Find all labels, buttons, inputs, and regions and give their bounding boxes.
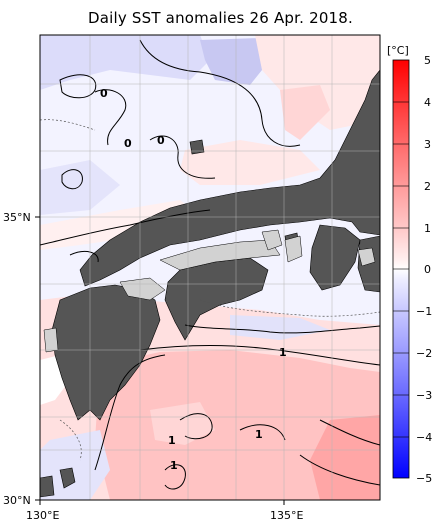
colorbar-tick: −1	[416, 305, 432, 318]
colorbar-unit: [°C]	[387, 44, 409, 57]
colorbar-tick: 5	[424, 54, 431, 67]
inland-sea-patches	[43, 229, 376, 353]
contour-label: 1	[168, 434, 176, 447]
contour-labels: 0 0 0 1 1 1 1	[100, 87, 287, 472]
y-tick-label-35: 35°N	[3, 211, 31, 224]
x-tick-label-130: 130°E	[26, 509, 59, 522]
map-title: Daily SST anomalies 26 Apr. 2018.	[87, 9, 354, 27]
colorbar-tick: 1	[424, 222, 431, 235]
contour-label: 0	[157, 134, 165, 147]
colorbar-tick: −5	[416, 472, 432, 485]
graticule	[40, 35, 380, 500]
colorbar-tick: −2	[416, 347, 432, 360]
contour-label: 1	[170, 459, 178, 472]
contour-label: 1	[279, 346, 287, 359]
map-frame	[39, 34, 381, 501]
colorbar-tick: 3	[424, 138, 431, 151]
contour-label: 1	[255, 428, 263, 441]
colorbar-tick: 4	[424, 96, 431, 109]
colorbar-tick: 2	[424, 180, 431, 193]
y-tick-label-30: 30°N	[3, 494, 31, 507]
colorbar: [°C] 5 4 3 2 1 0 −1 −2 −3 −4 −5	[387, 44, 432, 485]
contour-lines-dashed	[40, 119, 380, 461]
axis-labels: 130°E 135°E 35°N 30°N	[3, 211, 303, 522]
colorbar-tick: −3	[416, 389, 432, 402]
plot-area	[40, 35, 380, 500]
contour-lines	[40, 39, 380, 490]
contour-label: 0	[124, 137, 132, 150]
contour-label: 0	[100, 87, 108, 100]
x-tick-label-135: 135°E	[270, 509, 303, 522]
colorbar-tick: 0	[424, 263, 431, 276]
colorbar-tick: −4	[416, 431, 432, 444]
